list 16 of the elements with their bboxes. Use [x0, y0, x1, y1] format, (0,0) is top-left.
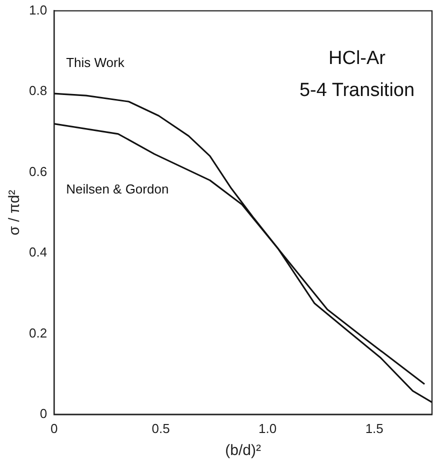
- series-label: Neilsen & Gordon: [66, 181, 169, 196]
- y-tick-label: 1.0: [28, 2, 48, 18]
- y-tick-label: 0.2: [28, 325, 48, 340]
- y-tick-label: 0: [40, 406, 48, 421]
- annotation: HCl-Ar: [328, 48, 386, 70]
- y-axis-title: σ / πd²: [6, 190, 24, 236]
- x-tick-label: 1.0: [258, 420, 277, 436]
- x-tick-label: 0: [50, 420, 58, 436]
- y-tick-label: 0.4: [28, 244, 48, 260]
- x-tick-label: 1.5: [365, 420, 384, 436]
- annotation: 5-4 Transition: [299, 80, 415, 102]
- x-axis-title: (b/d)²: [225, 442, 261, 460]
- x-tick-label: 0.5: [152, 420, 170, 436]
- series-label: This Work: [66, 55, 125, 70]
- y-tick-label: 0.8: [28, 83, 48, 98]
- y-tick-label: 0.6: [28, 164, 48, 179]
